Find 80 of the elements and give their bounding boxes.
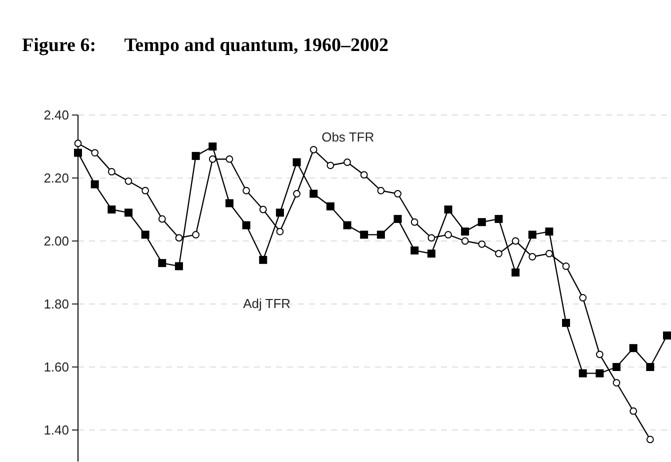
- point: [444, 206, 452, 214]
- point: [276, 228, 284, 236]
- y-tick-label: 1.40: [44, 422, 69, 438]
- point: [528, 253, 536, 260]
- point: [158, 259, 166, 268]
- point: [310, 146, 318, 154]
- point: [108, 168, 116, 176]
- point: [546, 250, 553, 258]
- point: [91, 149, 99, 156]
- point: [629, 344, 638, 352]
- point: [478, 218, 486, 226]
- point: [478, 240, 486, 248]
- point: [226, 155, 234, 163]
- point: [326, 202, 334, 210]
- point: [410, 218, 418, 226]
- point: [326, 162, 334, 170]
- point: [512, 237, 520, 245]
- text: Adj TFR: [243, 296, 291, 311]
- point: [376, 230, 385, 239]
- point: [596, 369, 604, 378]
- point: [360, 171, 368, 179]
- y-tick-label: 1.60: [44, 360, 69, 375]
- point: [545, 228, 554, 236]
- point: [225, 199, 234, 208]
- y-tick-label: 2.00: [44, 234, 69, 249]
- point: [292, 158, 301, 166]
- point: [646, 436, 654, 444]
- point: [495, 250, 502, 258]
- point: [344, 158, 351, 166]
- point: [612, 379, 620, 386]
- point: [461, 228, 470, 236]
- point: [310, 190, 318, 198]
- point: [192, 152, 200, 160]
- point: [124, 177, 132, 185]
- y-tick-label: 1.80: [44, 296, 69, 312]
- point: [74, 140, 82, 148]
- point: [512, 268, 520, 276]
- y-tick-label: 2.40: [44, 108, 69, 123]
- point: [242, 186, 250, 194]
- point: [427, 250, 436, 258]
- point: [461, 237, 469, 245]
- chart-title: Figure 6: Tempo and quantum, 1960–2002: [22, 35, 389, 56]
- point: [175, 234, 183, 242]
- point: [141, 230, 150, 239]
- point: [124, 208, 132, 217]
- point: [428, 234, 436, 242]
- point: [242, 221, 250, 230]
- point: [596, 350, 604, 358]
- point: [377, 186, 385, 194]
- series-label: Obs TFR: [322, 130, 374, 145]
- point: [562, 262, 570, 270]
- point: [578, 369, 587, 378]
- point: [174, 262, 183, 270]
- point: [259, 256, 268, 264]
- point: [74, 148, 82, 157]
- point: [360, 230, 368, 239]
- point: [394, 214, 402, 223]
- point: [343, 221, 352, 230]
- point: [192, 231, 200, 238]
- y-tick-label: 2.20: [44, 170, 69, 186]
- point: [444, 231, 452, 238]
- point: [108, 206, 116, 214]
- point: [663, 332, 671, 340]
- point: [158, 215, 166, 223]
- point: [494, 214, 503, 223]
- point: [90, 180, 99, 188]
- point: [208, 155, 216, 163]
- point: [646, 363, 654, 371]
- point: [630, 407, 638, 415]
- point: [612, 363, 621, 371]
- point: [562, 318, 570, 327]
- point: [394, 190, 402, 198]
- point: [208, 142, 217, 150]
- point: [410, 246, 419, 254]
- point: [528, 230, 536, 239]
- point: [142, 186, 150, 194]
- point: [259, 206, 267, 214]
- point: [579, 294, 587, 302]
- point: [276, 208, 284, 217]
- point: [293, 190, 300, 198]
